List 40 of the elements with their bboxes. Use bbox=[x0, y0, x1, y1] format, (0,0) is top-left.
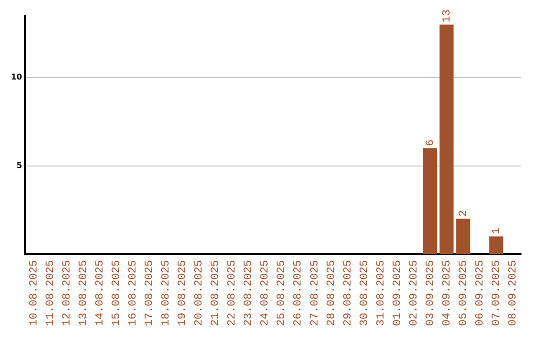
x-tick-label: 24.08.2025 bbox=[260, 260, 272, 326]
bar bbox=[489, 236, 504, 254]
data-label: 13 bbox=[441, 9, 454, 23]
x-tick-label: 03.09.2025 bbox=[424, 260, 437, 326]
x-tick-label: 22.08.2025 bbox=[226, 260, 239, 326]
x-tick-label: 10.08.2025 bbox=[28, 260, 40, 326]
x-tick-label: 06.09.2025 bbox=[474, 260, 487, 326]
x-tick-label: 15.08.2025 bbox=[110, 260, 123, 326]
x-tick-label: 31.08.2025 bbox=[375, 260, 388, 326]
y-tick-label: 5 bbox=[16, 160, 23, 170]
x-tick-label: 01.09.2025 bbox=[392, 260, 404, 326]
x-tick-label: 30.08.2025 bbox=[358, 260, 371, 326]
data-label: 6 bbox=[424, 140, 437, 146]
x-tick-label: 21.08.2025 bbox=[210, 260, 222, 326]
x-tick-label: 11.08.2025 bbox=[44, 260, 57, 326]
data-label: 2 bbox=[458, 210, 470, 217]
x-tick-label: 29.08.2025 bbox=[342, 260, 354, 326]
data-label: 1 bbox=[491, 227, 504, 234]
x-tick-label: 19.08.2025 bbox=[177, 260, 190, 326]
x-tick-label: 12.08.2025 bbox=[61, 260, 74, 326]
x-tick-label: 14.08.2025 bbox=[94, 260, 106, 326]
y-tick-label: 10 bbox=[10, 72, 23, 82]
x-tick-label: 02.09.2025 bbox=[408, 260, 420, 326]
x-tick-label: 08.09.2025 bbox=[508, 260, 520, 326]
x-tick-label: 18.08.2025 bbox=[160, 260, 173, 326]
x-tick-label: 04.09.2025 bbox=[441, 260, 454, 326]
x-tick-label: 26.08.2025 bbox=[292, 260, 305, 326]
x-tick-label: 25.08.2025 bbox=[276, 260, 288, 326]
x-tick-label: 28.08.2025 bbox=[326, 260, 338, 326]
x-tick-label: 23.08.2025 bbox=[243, 260, 256, 326]
x-tick-label: 17.08.2025 bbox=[144, 260, 156, 326]
x-tick-label: 07.09.2025 bbox=[491, 260, 504, 326]
bar bbox=[456, 218, 470, 254]
x-tick-label: 20.08.2025 bbox=[194, 260, 206, 326]
x-tick-label: 13.08.2025 bbox=[78, 260, 90, 326]
x-tick-label: 16.08.2025 bbox=[127, 260, 140, 326]
bar bbox=[440, 24, 454, 254]
bar bbox=[423, 148, 438, 254]
x-tick-label: 27.08.2025 bbox=[309, 260, 322, 326]
x-tick-label: 05.09.2025 bbox=[458, 260, 470, 326]
